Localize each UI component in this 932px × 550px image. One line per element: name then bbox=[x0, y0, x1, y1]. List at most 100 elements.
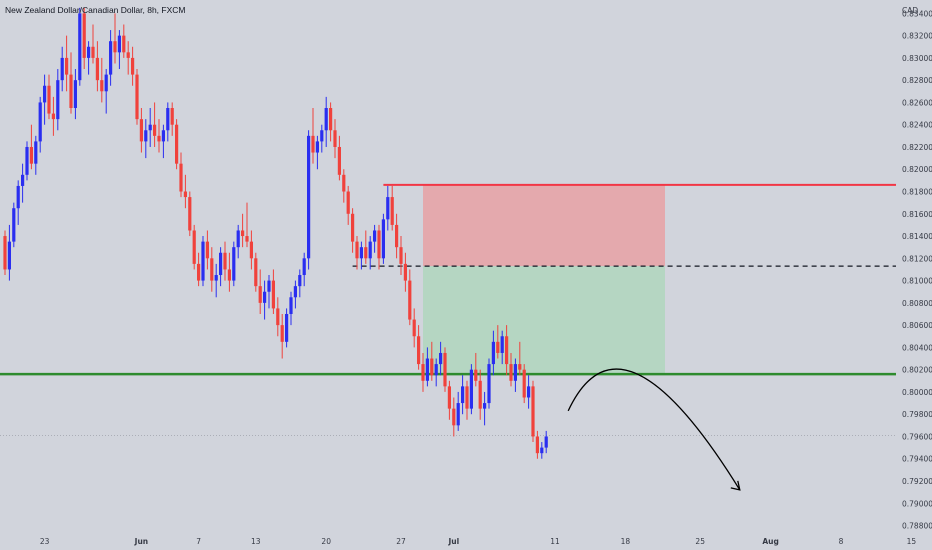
price-lines bbox=[0, 183, 896, 436]
candle-body bbox=[395, 224, 399, 248]
candle-body bbox=[157, 135, 161, 142]
candle-body bbox=[69, 74, 73, 109]
time-tick-label: 11 bbox=[550, 537, 560, 546]
candle-body bbox=[232, 247, 236, 281]
candle-body bbox=[333, 130, 337, 147]
candle-body bbox=[346, 191, 350, 214]
projection-curve bbox=[567, 368, 741, 491]
time-tick-label: 7 bbox=[196, 537, 201, 546]
candle-body bbox=[271, 280, 275, 309]
candle-body bbox=[131, 57, 135, 75]
candle-body bbox=[478, 380, 482, 409]
candle-body bbox=[73, 80, 77, 109]
candle-body bbox=[381, 219, 385, 259]
candle-body bbox=[210, 258, 214, 281]
candles bbox=[3, 7, 548, 459]
candle-body bbox=[403, 263, 407, 281]
candle-body bbox=[417, 336, 421, 365]
time-tick-label: 18 bbox=[621, 537, 631, 546]
candle-body bbox=[258, 286, 262, 303]
candle-body bbox=[302, 258, 306, 276]
time-tick-label: Aug bbox=[762, 537, 779, 546]
candle-body bbox=[227, 269, 231, 281]
candle-body bbox=[179, 163, 183, 192]
candle-body bbox=[359, 247, 363, 259]
candle-body bbox=[298, 275, 302, 287]
price-tick-label: 0.83400 bbox=[902, 9, 932, 18]
candle-body bbox=[500, 336, 504, 353]
candle-body bbox=[219, 252, 223, 276]
candle-body bbox=[122, 35, 126, 53]
price-tick-label: 0.81400 bbox=[902, 232, 932, 241]
candle-body bbox=[197, 263, 201, 281]
candle-body bbox=[355, 241, 359, 259]
candle-body bbox=[285, 313, 289, 342]
candle-body bbox=[175, 124, 179, 164]
price-tick-label: 0.79600 bbox=[902, 432, 932, 441]
candle-body bbox=[109, 41, 113, 75]
candle-body bbox=[368, 241, 372, 259]
candle-body bbox=[91, 46, 95, 58]
price-unit-label: CAD bbox=[902, 6, 918, 15]
candle-body bbox=[447, 386, 451, 409]
candle-body bbox=[351, 213, 355, 242]
candle-body bbox=[522, 369, 526, 398]
candle-body bbox=[540, 447, 544, 454]
time-tick-label: 27 bbox=[396, 537, 406, 546]
candle-body bbox=[337, 146, 341, 175]
price-axis[interactable]: 0.83400 0.83200 0.83000 0.82800 0.82600 0.824… bbox=[902, 9, 932, 530]
candle-body bbox=[324, 108, 328, 131]
candle-body bbox=[509, 364, 513, 381]
candle-body bbox=[82, 13, 86, 58]
price-tick-label: 0.79000 bbox=[902, 499, 932, 508]
candle-body bbox=[505, 336, 509, 365]
candle-body bbox=[412, 319, 416, 337]
candle-body bbox=[527, 386, 531, 398]
candle-body bbox=[443, 352, 447, 387]
candle-body bbox=[307, 135, 311, 259]
candle-body bbox=[43, 85, 47, 103]
candle-body bbox=[117, 35, 121, 53]
candle-body bbox=[518, 364, 522, 370]
candle-body bbox=[342, 174, 346, 192]
time-tick-label: 23 bbox=[40, 537, 50, 546]
candle-body bbox=[16, 185, 20, 209]
candle-body bbox=[390, 197, 394, 225]
candle-body bbox=[148, 124, 152, 131]
time-tick-label: 15 bbox=[907, 537, 917, 546]
time-tick-label: Jul bbox=[447, 537, 459, 546]
time-axis[interactable]: 23 Jun 7 13 20 27 Jul 11 18 25 Aug 8 15 bbox=[40, 537, 917, 546]
candle-body bbox=[95, 57, 99, 81]
candle-body bbox=[144, 130, 148, 142]
candle-body bbox=[513, 364, 517, 381]
price-tick-label: 0.80400 bbox=[902, 343, 932, 352]
position-zones bbox=[423, 184, 665, 375]
candle-body bbox=[113, 41, 117, 53]
price-tick-label: 0.78800 bbox=[902, 522, 932, 531]
price-tick-label: 0.79400 bbox=[902, 455, 932, 464]
price-tick-label: 0.83200 bbox=[902, 32, 932, 41]
price-tick-label: 0.79800 bbox=[902, 410, 932, 419]
candle-body bbox=[452, 408, 456, 426]
candle-body bbox=[280, 325, 284, 342]
candle-body bbox=[293, 286, 297, 298]
projection-arrow bbox=[567, 368, 741, 491]
time-tick-label: 20 bbox=[321, 537, 331, 546]
price-tick-label: 0.82800 bbox=[902, 76, 932, 85]
candle-body bbox=[364, 247, 368, 259]
candle-body bbox=[535, 436, 539, 454]
time-tick-label: 8 bbox=[839, 537, 844, 546]
candle-body bbox=[399, 247, 403, 264]
candle-body bbox=[188, 197, 192, 231]
price-tick-label: 0.81600 bbox=[902, 210, 932, 219]
price-tick-label: 0.82000 bbox=[902, 165, 932, 174]
time-tick-label: Jun bbox=[134, 537, 148, 546]
candle-body bbox=[491, 341, 495, 365]
candle-body bbox=[456, 403, 460, 426]
candle-body bbox=[425, 358, 429, 381]
price-tick-label: 0.81000 bbox=[902, 277, 932, 286]
candle-body bbox=[276, 308, 280, 326]
candle-body bbox=[166, 108, 170, 131]
